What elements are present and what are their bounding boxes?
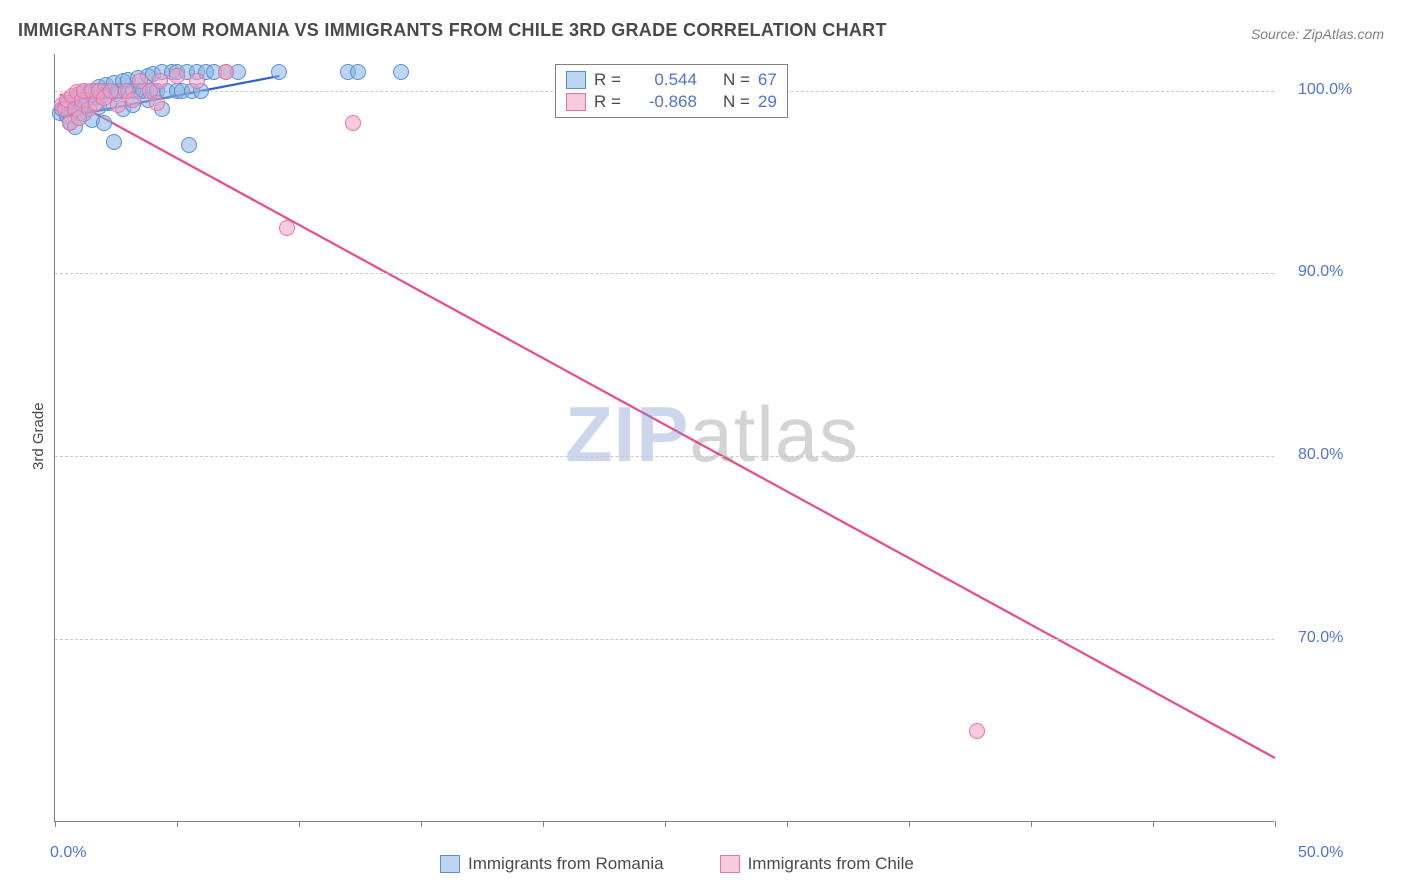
- series-legend-item-romania: Immigrants from Romania: [440, 854, 664, 874]
- plot-area: ZIPatlas: [54, 54, 1274, 822]
- trend-line-chile: [60, 94, 1275, 758]
- series-legend-label-chile: Immigrants from Chile: [748, 854, 914, 874]
- legend-n-value-romania: 67: [758, 70, 777, 90]
- x-tick: [1031, 821, 1032, 827]
- x-tick: [909, 821, 910, 827]
- legend-r-prefix: R =: [594, 70, 621, 90]
- data-point-chile: [125, 92, 141, 108]
- legend-r-prefix: R =: [594, 92, 621, 112]
- source-attribution: Source: ZipAtlas.com: [1251, 26, 1384, 42]
- legend-r-value-romania: 0.544: [629, 70, 697, 90]
- data-point-chile: [189, 73, 205, 89]
- x-max-label: 50.0%: [1298, 844, 1343, 862]
- x-tick: [1275, 821, 1276, 827]
- legend-row-romania: R = 0.544 N = 67: [566, 69, 777, 91]
- data-point-chile: [110, 97, 126, 113]
- gridline-h: [55, 639, 1274, 640]
- series-legend: Immigrants from Romania Immigrants from C…: [440, 854, 914, 874]
- correlation-legend: R = 0.544 N = 67 R = -0.868 N = 29: [555, 64, 788, 118]
- data-point-chile: [152, 73, 168, 89]
- data-point-chile: [169, 68, 185, 84]
- data-point-romania: [393, 64, 409, 80]
- y-tick-label: 70.0%: [1298, 629, 1343, 647]
- plot-svg: [55, 54, 1275, 822]
- x-tick: [55, 821, 56, 827]
- data-point-chile: [103, 83, 119, 99]
- x-tick: [787, 821, 788, 827]
- data-point-chile: [345, 115, 361, 131]
- data-point-romania: [181, 137, 197, 153]
- y-tick-label: 80.0%: [1298, 446, 1343, 464]
- x-tick: [421, 821, 422, 827]
- data-point-chile: [969, 723, 985, 739]
- legend-n-prefix: N =: [723, 92, 750, 112]
- data-point-chile: [218, 64, 234, 80]
- y-tick-label: 90.0%: [1298, 263, 1343, 281]
- series-legend-swatch-chile: [720, 855, 740, 873]
- y-tick-label: 100.0%: [1298, 81, 1352, 99]
- data-point-chile: [149, 95, 165, 111]
- legend-swatch-chile: [566, 93, 586, 111]
- legend-row-chile: R = -0.868 N = 29: [566, 91, 777, 113]
- series-legend-label-romania: Immigrants from Romania: [468, 854, 664, 874]
- x-tick: [665, 821, 666, 827]
- y-axis-label: 3rd Grade: [30, 402, 47, 470]
- x-tick: [543, 821, 544, 827]
- data-point-romania: [350, 64, 366, 80]
- gridline-h: [55, 273, 1274, 274]
- data-point-chile: [279, 220, 295, 236]
- x-tick: [1153, 821, 1154, 827]
- data-point-romania: [106, 134, 122, 150]
- series-legend-swatch-romania: [440, 855, 460, 873]
- x-tick: [177, 821, 178, 827]
- data-point-romania: [96, 115, 112, 131]
- legend-n-prefix: N =: [723, 70, 750, 90]
- gridline-h: [55, 456, 1274, 457]
- legend-n-value-chile: 29: [758, 92, 777, 112]
- legend-swatch-romania: [566, 71, 586, 89]
- chart-title: IMMIGRANTS FROM ROMANIA VS IMMIGRANTS FR…: [18, 20, 887, 41]
- legend-r-value-chile: -0.868: [629, 92, 697, 112]
- data-point-romania: [271, 64, 287, 80]
- x-tick: [299, 821, 300, 827]
- series-legend-item-chile: Immigrants from Chile: [720, 854, 914, 874]
- x-min-label: 0.0%: [50, 844, 86, 862]
